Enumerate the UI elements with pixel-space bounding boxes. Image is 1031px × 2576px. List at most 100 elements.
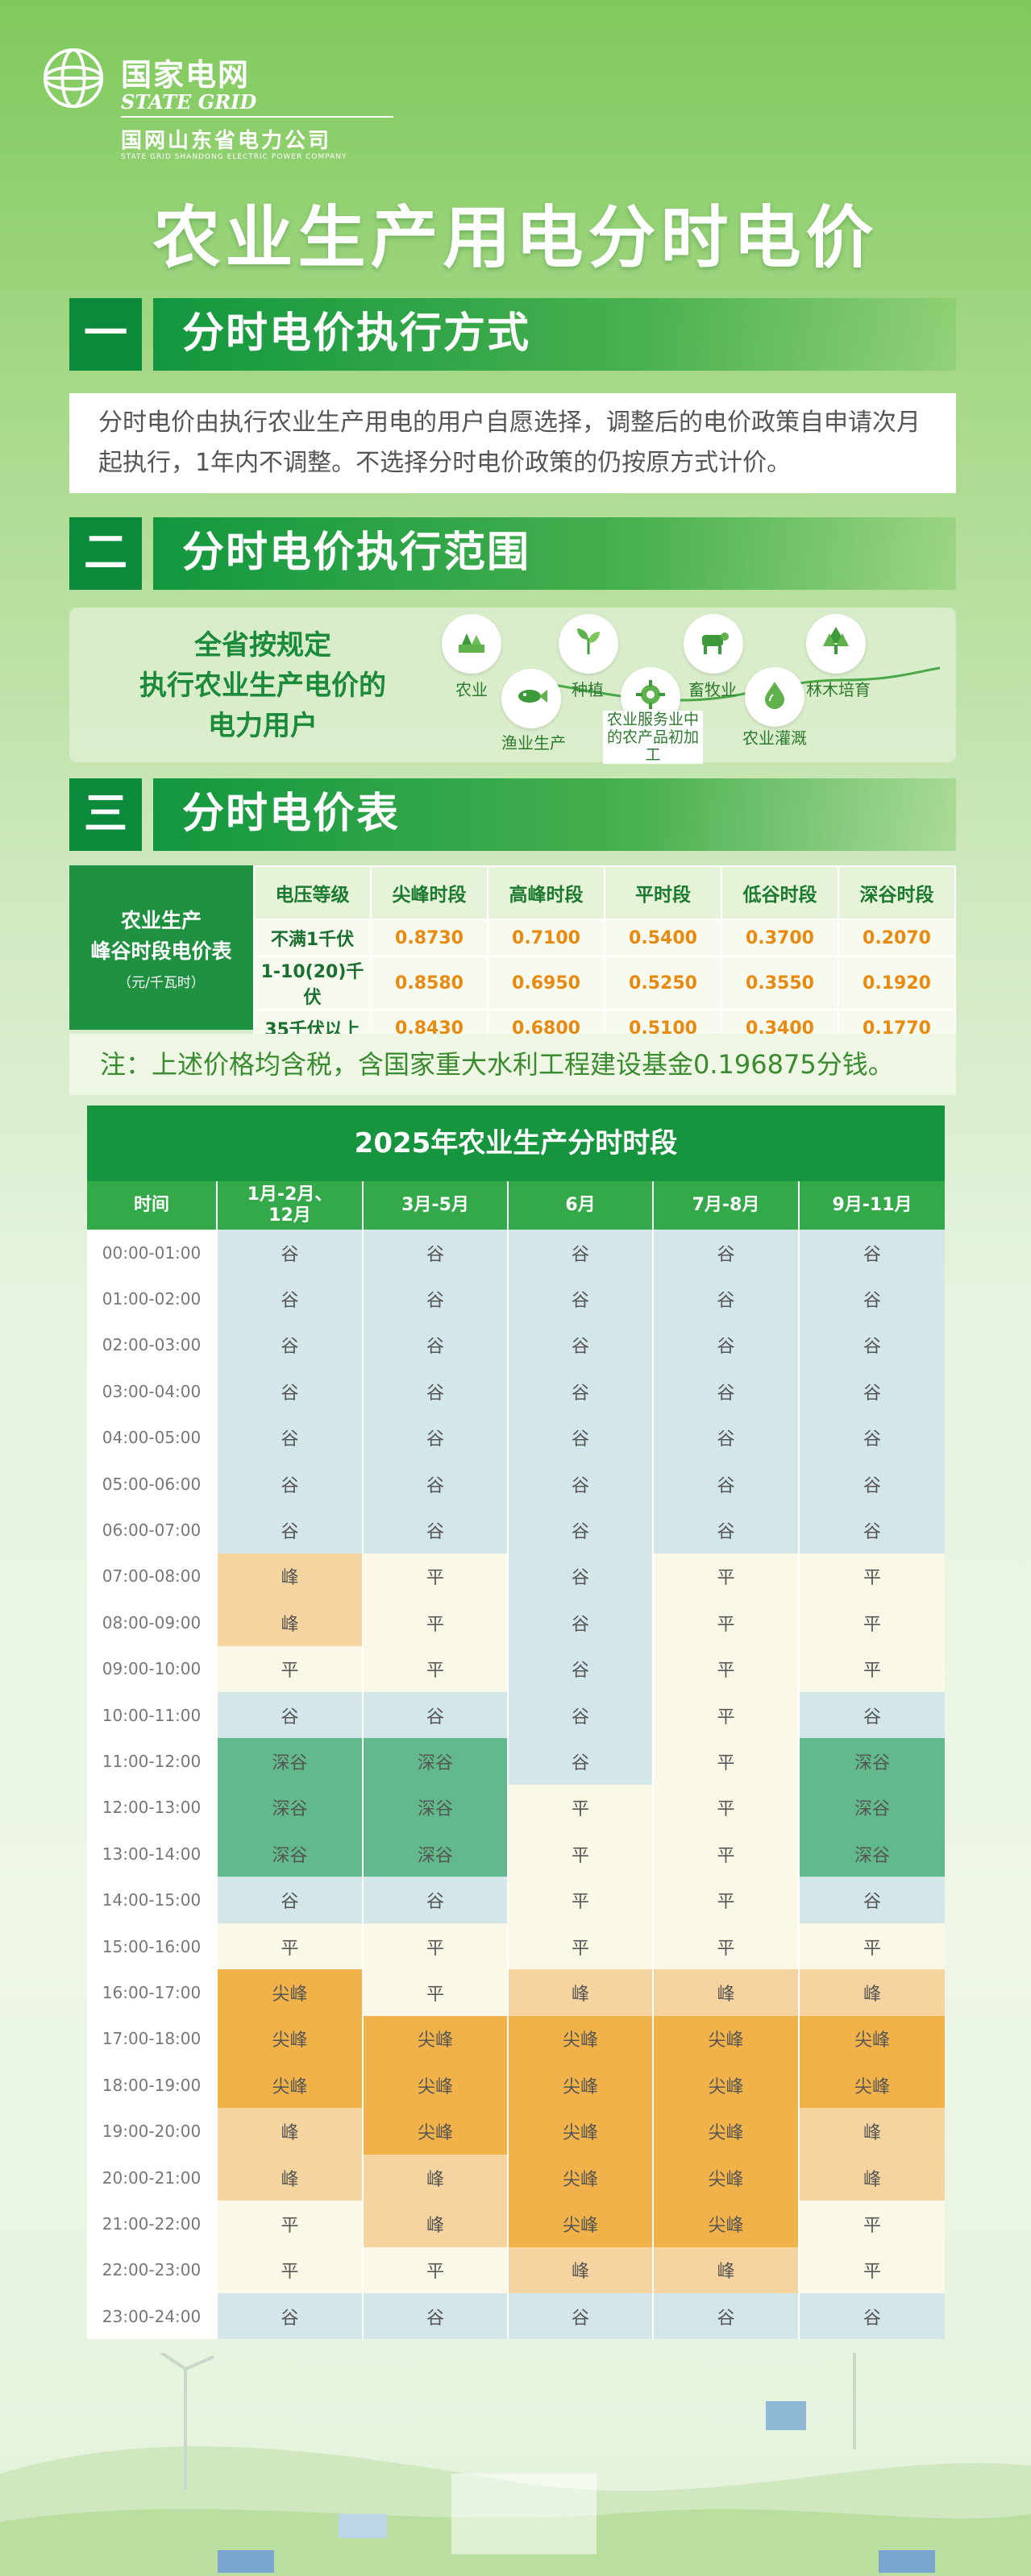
section-1-title: 分时电价执行方式 — [153, 298, 956, 371]
period-type-cell: 平 — [654, 1645, 800, 1692]
price-header-cell: 电压等级 — [253, 865, 372, 920]
period-time-cell: 13:00-14:00 — [87, 1831, 218, 1877]
period-type-cell: 深谷 — [364, 1738, 509, 1785]
period-type-cell: 谷 — [800, 1414, 945, 1461]
period-type-cell: 平 — [654, 1923, 800, 1970]
period-type-cell: 平 — [364, 1599, 509, 1646]
period-type-cell: 谷 — [654, 1460, 800, 1508]
period-type-cell: 谷 — [800, 1460, 945, 1508]
period-time-cell: 03:00-04:00 — [87, 1368, 218, 1415]
logo-cn-text: 国家电网 — [121, 57, 251, 93]
period-type-cell: 深谷 — [364, 1784, 509, 1831]
price-note: 注：上述价格均含税，含国家重大水利工程建设基金0.196875分钱。 — [69, 1034, 956, 1095]
period-type-cell: 尖峰 — [509, 2108, 654, 2155]
price-cell: 0.3700 — [721, 919, 839, 957]
price-cell: 0.5400 — [604, 919, 722, 957]
period-type-cell: 尖峰 — [654, 2015, 800, 2063]
period-type-cell: 谷 — [800, 1507, 945, 1553]
state-grid-logo: 国家电网 STATE GRID 国网山东省电力公司 STATE GRID SHA… — [42, 47, 393, 168]
period-type-cell: 峰 — [218, 1599, 364, 1646]
period-type-cell: 谷 — [218, 1877, 364, 1923]
section-3-title: 分时电价表 — [153, 778, 956, 851]
period-header-cell: 1月-2月、12月 — [218, 1181, 364, 1230]
period-type-cell: 谷 — [654, 1507, 800, 1553]
period-type-cell: 谷 — [364, 1460, 509, 1508]
period-time-cell: 15:00-16:00 — [87, 1923, 218, 1970]
period-type-cell: 谷 — [654, 1321, 800, 1369]
scope-item-label: 农业灌溉 — [742, 728, 807, 748]
period-type-cell: 谷 — [509, 1414, 654, 1461]
period-type-cell: 峰 — [800, 2108, 945, 2155]
price-table-title-line: 峰谷时段电价表 — [90, 940, 232, 963]
period-time-cell: 02:00-03:00 — [87, 1321, 218, 1369]
period-type-cell: 尖峰 — [654, 2201, 800, 2247]
period-type-cell: 尖峰 — [218, 1969, 364, 2016]
period-type-cell: 尖峰 — [654, 2108, 800, 2155]
period-header-cell: 3月-5月 — [364, 1181, 509, 1230]
period-time-cell: 11:00-12:00 — [87, 1738, 218, 1785]
period-type-cell: 谷 — [800, 1368, 945, 1415]
logo-en-text: STATE GRID — [121, 90, 257, 114]
period-type-cell: 尖峰 — [364, 2062, 509, 2109]
period-type-cell: 谷 — [509, 1599, 654, 1646]
price-cell: 0.6950 — [487, 956, 605, 1010]
period-type-cell: 谷 — [509, 1645, 654, 1692]
period-time-cell: 20:00-21:00 — [87, 2154, 218, 2201]
period-type-cell: 峰 — [218, 2108, 364, 2155]
fish-icon — [501, 669, 561, 728]
period-type-cell: 平 — [509, 1831, 654, 1877]
farm-icon — [442, 614, 501, 674]
period-type-cell: 深谷 — [218, 1784, 364, 1831]
price-header-cell: 低谷时段 — [721, 865, 839, 920]
scope-item-label: 农业 — [455, 680, 488, 699]
table-row: 1-10(20)千伏 0.8580 0.6950 0.5250 0.3550 0… — [253, 956, 956, 1010]
period-header-cell: 6月 — [509, 1181, 654, 1230]
period-type-cell: 平 — [654, 1831, 800, 1877]
period-type-cell: 谷 — [654, 1414, 800, 1461]
period-type-cell: 平 — [800, 1645, 945, 1692]
price-cell: 0.5250 — [604, 956, 722, 1010]
period-type-cell: 平 — [654, 1738, 800, 1785]
period-type-cell: 峰 — [654, 2246, 800, 2293]
tree-icon — [806, 614, 866, 674]
scope-text: 全省按规定 执行农业生产电价的 电力用户 — [110, 625, 416, 746]
price-table-header-row: 电压等级 尖峰时段 高峰时段 平时段 低谷时段 深谷时段 — [253, 865, 956, 920]
period-month-column: 谷谷谷谷谷谷谷平平平谷深谷 深谷 深谷谷平平尖峰 尖峰 尖峰峰峰平谷 — [364, 1230, 509, 2340]
period-time-cell: 12:00-13:00 — [87, 1784, 218, 1831]
period-type-cell: 峰 — [364, 2154, 509, 2201]
period-time-cell: 01:00-02:00 — [87, 1276, 218, 1322]
period-type-cell: 平 — [364, 1969, 509, 2016]
period-type-cell: 平 — [218, 2201, 364, 2247]
period-type-cell: 谷 — [509, 1460, 654, 1508]
logo-company-en-text: STATE GRID SHANDONG ELECTRIC POWER COMPA… — [121, 153, 347, 161]
period-type-cell: 峰 — [509, 2246, 654, 2293]
period-type-cell: 尖峰 — [654, 2062, 800, 2109]
period-type-cell: 尖峰 — [364, 2108, 509, 2155]
period-type-cell: 谷 — [364, 1877, 509, 1923]
period-type-cell: 谷 — [509, 1691, 654, 1739]
period-month-column: 谷谷谷谷谷谷谷峰峰平谷深谷 深谷 深谷谷平尖峰 尖峰 尖峰峰峰平平谷 — [218, 1230, 364, 2340]
period-type-cell: 谷 — [800, 1877, 945, 1923]
period-type-cell: 深谷 — [800, 1784, 945, 1831]
period-time-column: 00:00-01:00 01:00-02:00 02:00-03:00 03:00-0… — [87, 1230, 218, 2340]
period-type-cell: 峰 — [654, 1969, 800, 2016]
period-type-cell: 深谷 — [800, 1738, 945, 1785]
period-type-cell: 平 — [364, 1645, 509, 1692]
period-time-cell: 16:00-17:00 — [87, 1969, 218, 2016]
period-type-cell: 谷 — [218, 1368, 364, 1415]
period-type-cell: 谷 — [218, 1691, 364, 1739]
period-type-cell: 谷 — [509, 1276, 654, 1322]
period-header-cell: 时间 — [87, 1181, 218, 1230]
period-type-cell: 平 — [364, 1923, 509, 1970]
period-type-cell: 平 — [800, 1599, 945, 1646]
period-type-cell: 平 — [654, 1784, 800, 1831]
period-type-cell: 平 — [800, 2201, 945, 2247]
period-type-cell: 平 — [509, 1784, 654, 1831]
period-type-cell: 尖峰 — [800, 2062, 945, 2109]
section-1-text: 分时电价由执行农业生产用电的用户自愿选择，调整后的电价政策自申请次月起执行，1年… — [69, 393, 956, 493]
period-time-cell: 04:00-05:00 — [87, 1414, 218, 1461]
sprout-icon — [559, 614, 618, 674]
period-type-cell: 谷 — [509, 1553, 654, 1600]
period-type-cell: 平 — [654, 1553, 800, 1600]
period-type-cell: 平 — [654, 1599, 800, 1646]
